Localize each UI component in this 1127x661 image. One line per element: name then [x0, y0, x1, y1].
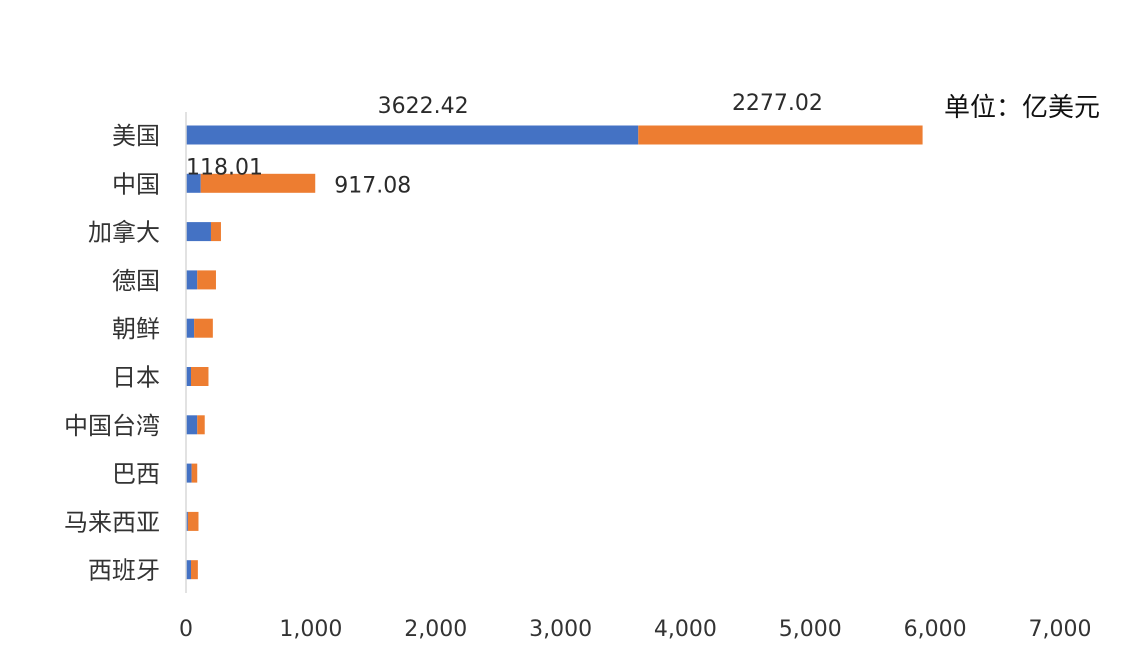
- data-label: 118.01: [186, 155, 263, 180]
- category-label: 巴西: [112, 460, 160, 488]
- bar-segment: [190, 367, 209, 386]
- category-label: 加拿大: [88, 219, 160, 247]
- bar-segment: [191, 463, 198, 483]
- bar-segment: [186, 511, 188, 531]
- bar-segment: [197, 270, 216, 290]
- bar-segment: [638, 125, 923, 145]
- category-label: 德国: [112, 267, 160, 295]
- bar-segment: [210, 222, 221, 242]
- bar-segment: [186, 318, 195, 338]
- data-label: 2277.02: [732, 91, 823, 116]
- x-tick-label: 0: [179, 617, 193, 642]
- unit-label: 单位：亿美元: [944, 93, 1100, 123]
- bar-segment: [190, 560, 198, 580]
- x-tick-label: 4,000: [654, 617, 717, 642]
- category-label: 中国台湾: [64, 412, 160, 440]
- x-tick-label: 1,000: [279, 617, 342, 642]
- bar-segment: [186, 415, 198, 435]
- bar-segment: [186, 367, 191, 386]
- category-label: 中国: [112, 170, 160, 198]
- data-label: 3622.42: [378, 94, 469, 119]
- category-label: 朝鲜: [112, 315, 160, 343]
- category-label: 西班牙: [88, 557, 160, 585]
- bar-segment: [186, 270, 198, 290]
- bar-segment: [186, 463, 192, 483]
- bar-segment: [187, 511, 199, 531]
- data-label: 917.08: [334, 173, 411, 198]
- bar-segment: [186, 125, 639, 145]
- bar-segment: [186, 173, 201, 193]
- bars-group: [186, 125, 923, 580]
- bar-segment: [194, 318, 213, 338]
- x-tick-labels: 0 1,000 2,000 3,000 4,000 5,000 6,000 7,000: [179, 617, 1091, 642]
- x-tick-label: 7,000: [1029, 617, 1092, 642]
- x-tick-label: 3,000: [529, 617, 592, 642]
- bar-segment: [197, 415, 205, 435]
- bar-segment: [186, 222, 211, 242]
- category-label: 美国: [112, 122, 160, 150]
- data-labels: 3622.42 2277.02 118.01 917.08: [186, 91, 823, 198]
- x-tick-label: 2,000: [404, 617, 467, 642]
- category-label: 马来西亚: [64, 508, 160, 536]
- bar-segment: [200, 173, 316, 193]
- bar-segment: [186, 560, 191, 580]
- x-tick-label: 5,000: [779, 617, 842, 642]
- x-tick-label: 6,000: [904, 617, 967, 642]
- category-label: 日本: [112, 364, 160, 392]
